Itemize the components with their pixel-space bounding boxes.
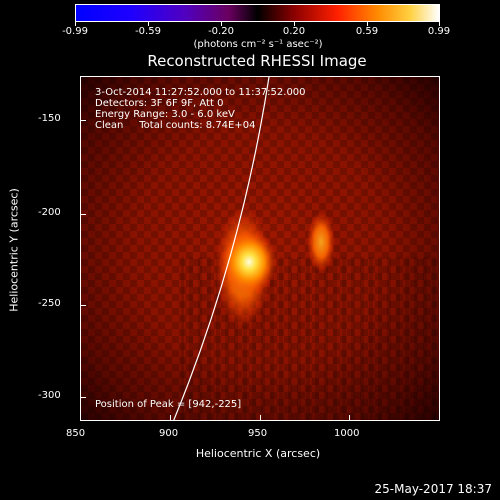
x-tick xyxy=(170,415,171,421)
colorbar-units: (photons cm⁻² s⁻¹ asec⁻²) xyxy=(193,39,323,50)
y-tick-label: -200 xyxy=(38,207,61,218)
x-tick-label: 900 xyxy=(159,428,179,439)
y-tick xyxy=(80,214,86,215)
colorbar-tick-label: 0.59 xyxy=(355,26,379,37)
x-tick xyxy=(260,415,261,421)
time-range-text: 3-Oct-2014 11:27:52.000 to 11:37:52.000 xyxy=(95,87,306,98)
peak-position-text: Position of Peak = [942,-225] xyxy=(95,399,242,410)
plot-title: Reconstructed RHESSI Image xyxy=(147,52,367,70)
colorbar-tick xyxy=(439,22,440,26)
y-tick-label: -250 xyxy=(38,298,61,309)
y-axis-title: Heliocentric Y (arcsec) xyxy=(7,188,21,312)
colorbar-tick-label: -0.20 xyxy=(208,26,234,37)
colorbar xyxy=(75,4,440,22)
y-tick-label: -150 xyxy=(38,113,61,124)
x-tick xyxy=(349,415,350,421)
x-tick xyxy=(80,415,81,421)
image-canvas xyxy=(81,77,439,420)
colorbar-tick-label: 0.20 xyxy=(282,26,306,37)
x-tick-label: 850 xyxy=(66,428,86,439)
y-tick xyxy=(80,397,86,398)
colorbar-tick xyxy=(148,22,149,26)
clean-counts-text: Clean Total counts: 8.74E+04 xyxy=(95,120,256,131)
x-tick-label: 950 xyxy=(248,428,268,439)
colorbar-tick xyxy=(75,22,76,26)
colorbar-tick xyxy=(221,22,222,26)
colorbar-tick-label: -0.99 xyxy=(62,26,88,37)
detectors-text: Detectors: 3F 6F 9F, Att 0 xyxy=(95,98,224,109)
colorbar-tick xyxy=(367,22,368,26)
x-tick-label: 1000 xyxy=(334,428,360,439)
colorbar-tick-label: 0.99 xyxy=(427,26,451,37)
y-tick xyxy=(80,120,86,121)
rhessi-image: 3-Oct-2014 11:27:52.000 to 11:37:52.000 … xyxy=(80,76,440,421)
colorbar-tick xyxy=(294,22,295,26)
y-tick xyxy=(80,305,86,306)
solar-limb xyxy=(173,77,270,420)
y-tick-label: -300 xyxy=(38,390,61,401)
x-axis-title: Heliocentric X (arcsec) xyxy=(195,447,321,460)
timestamp: 25-May-2017 18:37 xyxy=(374,482,492,496)
colorbar-tick-label: -0.59 xyxy=(135,26,161,37)
energy-range-text: Energy Range: 3.0 - 6.0 keV xyxy=(95,109,235,120)
